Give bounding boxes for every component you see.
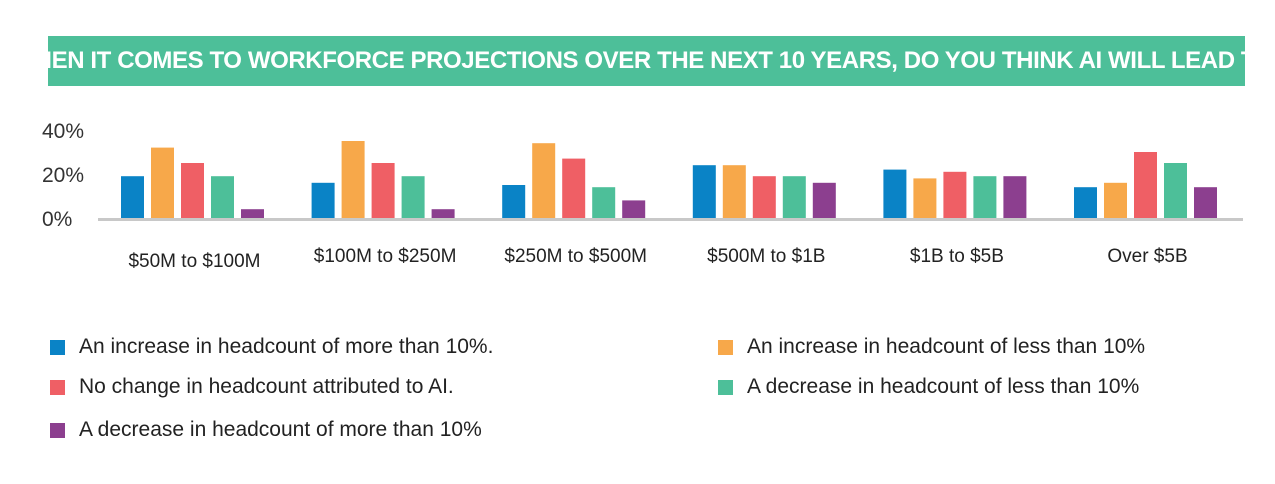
- bar: [943, 171, 967, 218]
- legend-label: An increase in headcount of less than 10…: [747, 335, 1146, 358]
- bar: [341, 141, 365, 218]
- x-category-label: $50M to $100M: [128, 251, 260, 272]
- bar: [1003, 176, 1027, 218]
- legend-label: No change in headcount attributed to AI.: [79, 375, 454, 398]
- bar-chart: 0% 20% 40% $50M to $100M $100M to $250M $250…: [42, 120, 1243, 272]
- bar: [431, 209, 455, 218]
- bar: [151, 147, 174, 218]
- x-category-label: Over $5B: [1107, 246, 1187, 267]
- legend-item: An increase in headcount of less than 10…: [718, 335, 1145, 359]
- bar: [1164, 163, 1187, 218]
- bar: [532, 143, 556, 218]
- legend-swatch: [50, 422, 65, 438]
- bar: [782, 176, 806, 218]
- chart-title: WHEN IT COMES TO WORKFORCE PROJECTIONS O…: [12, 47, 1275, 74]
- bar: [181, 163, 204, 218]
- x-category-label: $1B to $5B: [910, 246, 1004, 267]
- y-tick-label: 40%: [42, 120, 84, 143]
- legend-item: An increase in headcount of more than 10…: [50, 335, 493, 359]
- legend-swatch: [50, 339, 65, 355]
- bar: [311, 182, 335, 218]
- bar: [592, 187, 616, 218]
- bar: [401, 176, 425, 218]
- x-category-label: $500M to $1B: [707, 246, 825, 267]
- bar: [622, 200, 646, 218]
- x-category-label: $250M to $500M: [504, 246, 647, 267]
- legend-item: A decrease in headcount of less than 10%: [718, 375, 1139, 399]
- bar: [502, 185, 526, 218]
- chart-title-banner: WHEN IT COMES TO WORKFORCE PROJECTIONS O…: [12, 36, 1275, 86]
- bar: [1104, 182, 1127, 218]
- bar: [371, 163, 395, 218]
- bar: [1074, 187, 1097, 218]
- bar: [752, 176, 776, 218]
- x-category-label: $100M to $250M: [314, 246, 457, 267]
- y-tick-label: 0%: [42, 208, 72, 231]
- bar: [562, 158, 586, 218]
- x-axis-categories: $50M to $100M $100M to $250M $250M to $500…: [128, 246, 1187, 272]
- legend-swatch: [718, 379, 733, 395]
- legend-label: An increase in headcount of more than 10…: [79, 335, 494, 358]
- bar: [1134, 152, 1157, 218]
- y-axis: 0% 20% 40%: [42, 120, 84, 231]
- y-tick-label: 20%: [42, 164, 84, 187]
- bar-series-group: [121, 141, 1217, 218]
- legend-label: A decrease in headcount of less than 10%: [747, 375, 1140, 398]
- bar: [812, 182, 836, 218]
- bar: [973, 176, 997, 218]
- bar: [722, 165, 746, 218]
- legend-swatch: [50, 379, 65, 395]
- bar: [241, 209, 264, 218]
- bar: [692, 165, 716, 218]
- legend-item: No change in headcount attributed to AI.: [50, 375, 454, 399]
- bar: [883, 169, 907, 218]
- legend-label: A decrease in headcount of more than 10%: [79, 418, 482, 441]
- bar: [211, 176, 234, 218]
- bar: [1194, 187, 1217, 218]
- legend-swatch: [718, 339, 733, 355]
- bar: [913, 178, 937, 218]
- bar: [121, 176, 144, 218]
- legend-item: A decrease in headcount of more than 10%: [50, 418, 482, 442]
